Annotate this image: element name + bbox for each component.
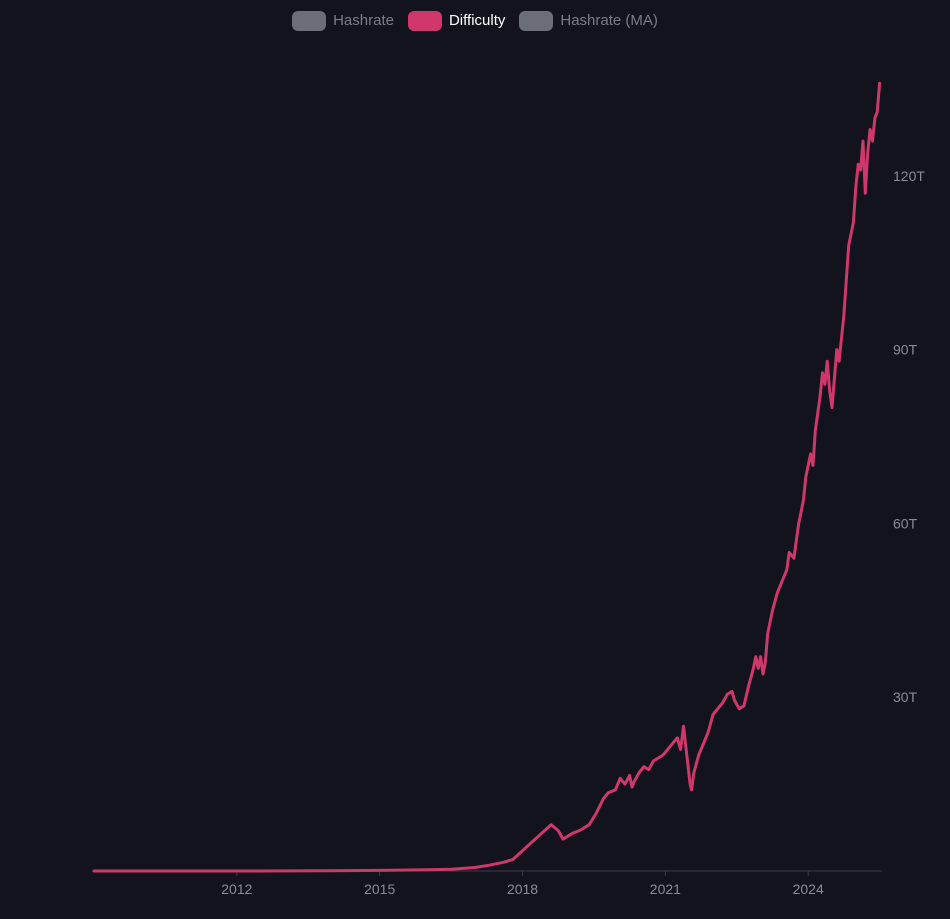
- x-tick-label: 2018: [507, 881, 538, 897]
- y-tick-label: 60T: [893, 515, 918, 531]
- legend-label: Difficulty: [448, 12, 506, 29]
- legend-swatch: [519, 11, 554, 31]
- x-tick-label: 2024: [793, 881, 824, 897]
- legend-item-hashrate[interactable]: Hashrate: [292, 8, 394, 34]
- legend-item-hashrate-ma[interactable]: Hashrate (MA): [519, 8, 658, 34]
- y-axis-ticks: 30T 60T 90T 120T: [893, 168, 925, 705]
- x-tick-label: 2021: [650, 881, 681, 897]
- y-tick-label: 90T: [893, 342, 918, 358]
- legend-label: Hashrate (MA): [560, 12, 658, 29]
- x-axis-ticks: 2012 2015 2018 2021 2024: [221, 871, 824, 897]
- y-tick-label: 30T: [893, 689, 918, 705]
- series-line-difficulty: [92, 81, 882, 873]
- legend-swatch: [407, 11, 442, 31]
- legend-item-difficulty[interactable]: Difficulty: [407, 8, 506, 34]
- plot-series: [92, 81, 882, 873]
- x-tick-label: 2015: [364, 881, 395, 897]
- legend-swatch: [292, 11, 327, 31]
- x-tick-label: 2012: [221, 881, 252, 897]
- legend-label: Hashrate: [333, 12, 394, 29]
- y-tick-label: 120T: [893, 168, 925, 184]
- legend: Hashrate Difficulty Hashrate (MA): [0, 8, 950, 34]
